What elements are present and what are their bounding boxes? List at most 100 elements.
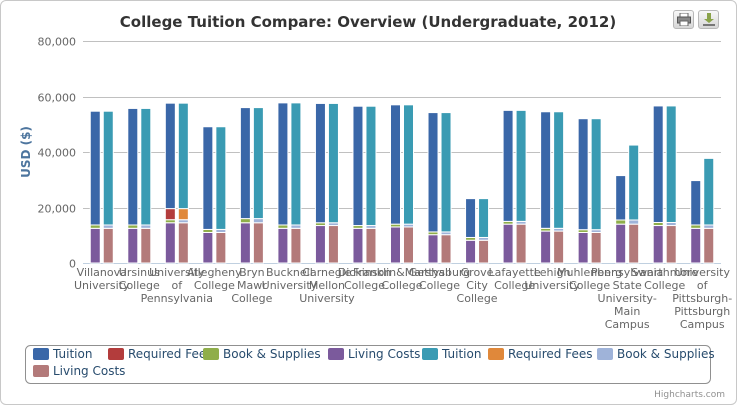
legend-label: Required Fees xyxy=(508,347,593,361)
chart-title: College Tuition Compare: Overview (Under… xyxy=(120,13,616,31)
x-tick-label: Bryn Mawr College xyxy=(231,266,272,305)
bar-segment-living-costs[interactable] xyxy=(239,222,251,264)
x-tick-label: Dickinson College xyxy=(338,266,391,292)
bar-segment-tuition[interactable] xyxy=(202,126,214,230)
bar-segment-tuition[interactable] xyxy=(403,104,414,225)
bar-segment-tuition[interactable] xyxy=(277,102,289,226)
bar-segment-living-costs[interactable] xyxy=(102,227,114,264)
bar-segment-living-costs[interactable] xyxy=(403,226,414,264)
x-tick-label: Lafayette College xyxy=(489,266,541,292)
legend-item[interactable]: Required Fees xyxy=(488,347,593,361)
bar-segment-tuition[interactable] xyxy=(164,102,176,210)
legend-item[interactable]: Tuition xyxy=(33,347,92,361)
bar-segment-tuition[interactable] xyxy=(239,107,251,220)
legend-item[interactable]: Tuition xyxy=(422,347,481,361)
bar-segment-tuition[interactable] xyxy=(102,110,114,226)
bar-segment-tuition[interactable] xyxy=(314,102,326,224)
legend-swatch xyxy=(203,348,219,360)
y-tick-label: 20,000 xyxy=(38,203,77,216)
bar-segment-living-costs[interactable] xyxy=(164,222,176,264)
bar-segment-tuition[interactable] xyxy=(478,198,490,238)
bar-segment-tuition[interactable] xyxy=(427,112,439,233)
bar-segment-tuition[interactable] xyxy=(665,105,677,223)
bar-segment-tuition[interactable] xyxy=(440,112,452,233)
bar-segment-living-costs[interactable] xyxy=(140,227,152,264)
bar-segment-tuition[interactable] xyxy=(252,107,264,220)
bar-segment-living-costs[interactable] xyxy=(89,227,101,264)
legend-box xyxy=(25,345,711,384)
bar-segment-living-costs[interactable] xyxy=(590,231,602,264)
bar-segment-book-supplies[interactable] xyxy=(252,218,264,224)
bar-segment-living-costs[interactable] xyxy=(703,227,715,264)
bar-segment-required-fees[interactable] xyxy=(177,208,189,221)
bar-segment-tuition[interactable] xyxy=(577,118,589,231)
bar-segment-living-costs[interactable] xyxy=(277,227,289,264)
bar-segment-tuition[interactable] xyxy=(515,109,527,222)
bar-segment-tuition[interactable] xyxy=(502,109,514,222)
bar-segment-living-costs[interactable] xyxy=(314,225,326,264)
bar-segment-tuition[interactable] xyxy=(89,110,101,226)
bar-segment-living-costs[interactable] xyxy=(365,227,377,264)
print-button[interactable] xyxy=(673,10,694,29)
bar-segment-tuition[interactable] xyxy=(127,107,139,226)
bar-segment-living-costs[interactable] xyxy=(478,239,490,264)
bar-segment-book-supplies[interactable] xyxy=(615,219,627,225)
bar-segment-book-supplies[interactable] xyxy=(239,218,251,224)
bar-segment-living-costs[interactable] xyxy=(628,223,640,264)
legend-label: Living Costs xyxy=(53,364,125,378)
bar-segment-living-costs[interactable] xyxy=(215,231,227,264)
legend-item[interactable]: Required Fees xyxy=(108,347,213,361)
bar-segment-tuition[interactable] xyxy=(140,107,152,226)
bar-segment-living-costs[interactable] xyxy=(465,239,477,264)
credits-link[interactable]: Highcharts.com xyxy=(654,390,725,400)
bar-segment-living-costs[interactable] xyxy=(553,230,565,264)
bar-segment-tuition[interactable] xyxy=(615,175,627,221)
bar-segment-living-costs[interactable] xyxy=(252,222,264,264)
bar-segment-living-costs[interactable] xyxy=(665,225,677,264)
bar-segment-living-costs[interactable] xyxy=(427,234,439,264)
bar-segment-tuition[interactable] xyxy=(365,105,377,227)
bar-segment-tuition[interactable] xyxy=(390,104,401,225)
bar-segment-tuition[interactable] xyxy=(290,102,302,226)
bar-segment-book-supplies[interactable] xyxy=(628,219,640,225)
bar-segment-required-fees[interactable] xyxy=(164,208,176,221)
bar-segment-tuition[interactable] xyxy=(352,105,364,227)
bar-segment-living-costs[interactable] xyxy=(577,231,589,264)
bar-segment-living-costs[interactable] xyxy=(352,227,364,264)
legend-item[interactable]: Living Costs xyxy=(328,347,420,361)
bar-segment-living-costs[interactable] xyxy=(540,230,552,264)
bar-segment-living-costs[interactable] xyxy=(390,226,401,264)
x-tick-label: University of Pennsylvania xyxy=(141,266,213,305)
bar-segment-tuition[interactable] xyxy=(177,102,189,210)
x-tick-label: Gettysburg College xyxy=(409,266,470,292)
bar-segment-living-costs[interactable] xyxy=(690,227,702,264)
x-tick-label: Lehigh University xyxy=(524,266,580,292)
bar-segment-living-costs[interactable] xyxy=(440,234,452,264)
bar-segment-tuition[interactable] xyxy=(465,198,477,238)
bar-segment-living-costs[interactable] xyxy=(177,222,189,264)
legend-item[interactable]: Book & Supplies xyxy=(597,347,715,361)
bar-segment-living-costs[interactable] xyxy=(502,223,514,264)
x-tick-label: Villanova University xyxy=(74,266,130,292)
bar-segment-living-costs[interactable] xyxy=(127,227,139,264)
bar-segment-living-costs[interactable] xyxy=(615,223,627,264)
bar-segment-living-costs[interactable] xyxy=(202,231,214,264)
bar-segment-tuition[interactable] xyxy=(327,102,339,224)
bar-segment-tuition[interactable] xyxy=(553,111,565,229)
grid-lines xyxy=(83,41,721,264)
legend-item[interactable]: Book & Supplies xyxy=(203,347,321,361)
bar-segment-tuition[interactable] xyxy=(652,105,664,223)
bar-segment-tuition[interactable] xyxy=(540,111,552,229)
bar-segment-living-costs[interactable] xyxy=(290,227,302,264)
bar-segment-living-costs[interactable] xyxy=(515,223,527,264)
bar-segment-tuition[interactable] xyxy=(690,180,702,226)
bar-segment-tuition[interactable] xyxy=(590,118,602,231)
x-tick-label: Ursinus College xyxy=(119,266,160,292)
bar-segment-living-costs[interactable] xyxy=(327,225,339,264)
export-button[interactable] xyxy=(698,10,719,29)
bar-segment-living-costs[interactable] xyxy=(652,225,664,264)
bar-segment-tuition[interactable] xyxy=(215,126,227,230)
bar-segment-tuition[interactable] xyxy=(703,157,715,226)
legend-item[interactable]: Living Costs xyxy=(33,364,125,378)
bar-segment-tuition[interactable] xyxy=(628,144,640,221)
